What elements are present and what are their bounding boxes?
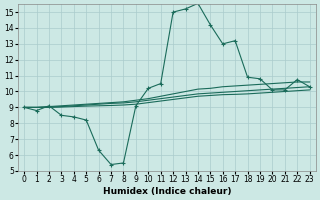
X-axis label: Humidex (Indice chaleur): Humidex (Indice chaleur) xyxy=(103,187,231,196)
